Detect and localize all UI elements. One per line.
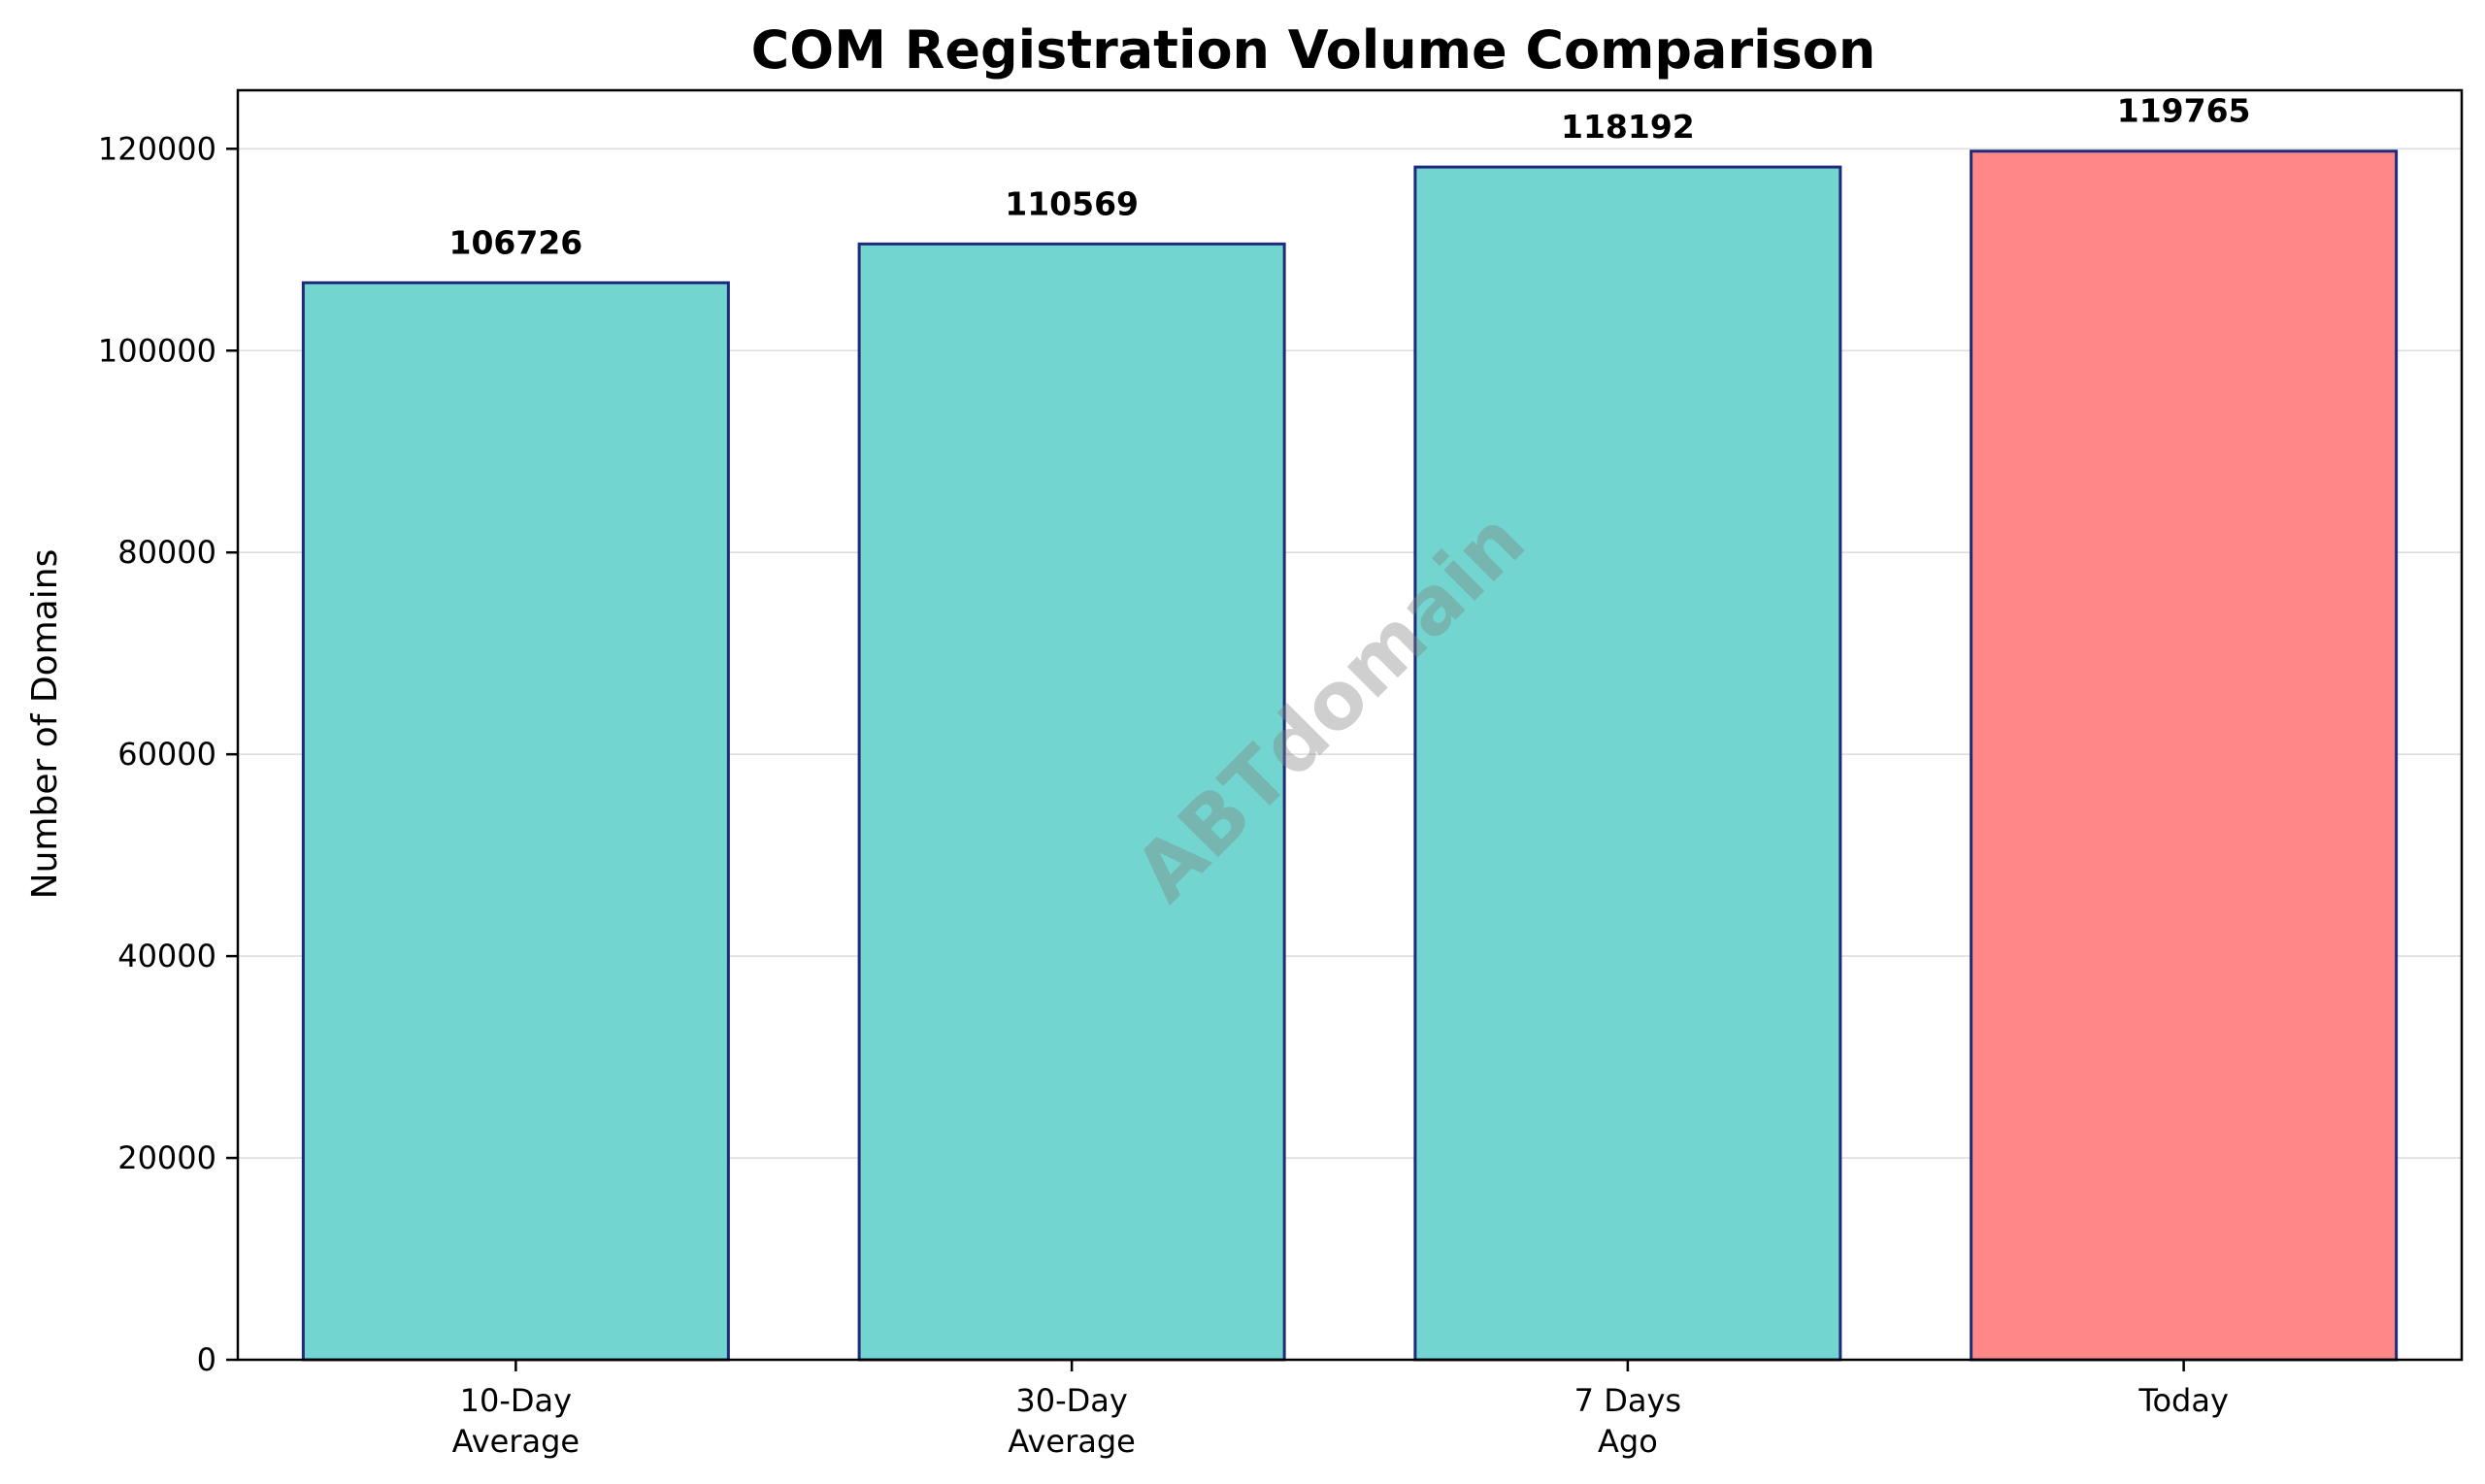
data-label-0: 106726 <box>448 223 582 261</box>
data-label-1: 110569 <box>1005 184 1139 222</box>
y-tick-label: 120000 <box>98 130 216 167</box>
bar-0 <box>301 280 730 1362</box>
y-tick-label: 80000 <box>117 534 216 571</box>
plot-frame <box>236 88 2464 1362</box>
data-labels: 106726 110569 118192 119765 <box>448 92 2250 262</box>
data-label-2: 118192 <box>1561 108 1695 146</box>
y-tick-label: 20000 <box>117 1139 216 1176</box>
x-tick-label-1-0: 30-Day <box>1015 1382 1127 1419</box>
x-tick-label-0-1: Average <box>452 1423 580 1460</box>
x-tick-label-2-0: 7 Days <box>1574 1382 1681 1419</box>
y-tick-label: 60000 <box>117 736 216 773</box>
bars <box>301 149 2399 1362</box>
bar-2 <box>1413 165 1842 1362</box>
x-tick-label-0-0: 10-Day <box>460 1382 572 1419</box>
data-label-3: 119765 <box>2117 92 2251 130</box>
y-axis-ticks: 0 20000 40000 60000 80000 100000 120000 <box>98 130 238 1378</box>
x-tick-label-3-0: Today <box>2137 1382 2229 1419</box>
bar-1 <box>857 242 1286 1362</box>
bar-3 <box>1970 149 2399 1362</box>
y-tick-label: 0 <box>197 1341 216 1378</box>
y-axis-label: Number of Domains <box>25 549 65 900</box>
x-axis-ticks: 10-Day Average 30-Day Average 7 Days Ago Today <box>452 1360 2229 1460</box>
y-tick-label: 40000 <box>117 938 216 974</box>
chart-title: COM Registration Volume Comparison <box>751 19 1876 81</box>
x-tick-label-1-1: Average <box>1008 1423 1135 1460</box>
x-tick-label-2-1: Ago <box>1598 1423 1658 1460</box>
y-tick-label: 100000 <box>98 332 216 369</box>
